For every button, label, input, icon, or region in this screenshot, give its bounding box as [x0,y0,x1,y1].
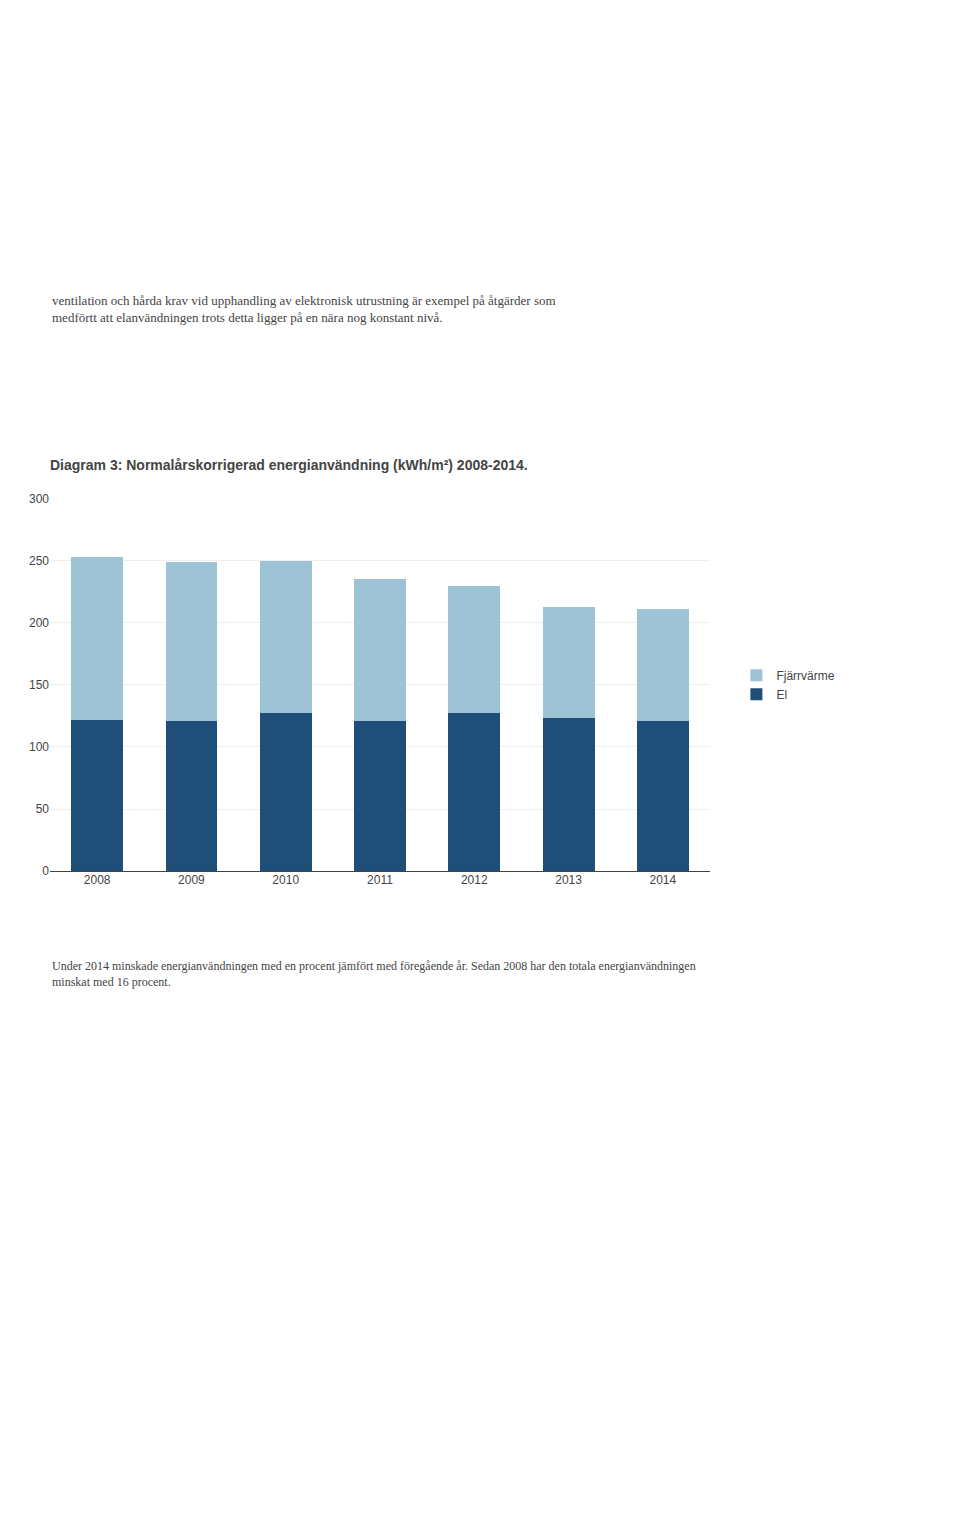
svg-text:ventilation och hårda krav vid: ventilation och hårda krav vid upphandli… [52,293,556,325]
svg-text:2014: 2014 [650,873,677,887]
svg-text:250: 250 [29,554,49,568]
svg-text:2009: 2009 [178,873,205,887]
svg-text:Diagram 3: Normalårskorrigerad: Diagram 3: Normalårskorrigerad energianv… [50,457,528,473]
svg-text:El: El [776,688,787,702]
svg-text:200: 200 [29,616,49,630]
svg-text:Under 2014 minskade energianvä: Under 2014 minskade energianvändningen m… [52,959,696,989]
svg-text:Fjärrvärme: Fjärrvärme [776,669,834,683]
svg-text:2013: 2013 [555,873,582,887]
svg-text:2011: 2011 [367,873,393,887]
svg-text:0: 0 [42,864,49,878]
svg-text:100: 100 [29,740,49,754]
svg-text:300: 300 [29,492,49,506]
svg-text:2012: 2012 [461,873,488,887]
svg-text:2008: 2008 [84,873,111,887]
svg-text:2010: 2010 [272,873,299,887]
svg-text:50: 50 [36,802,50,816]
svg-text:150: 150 [29,678,49,692]
